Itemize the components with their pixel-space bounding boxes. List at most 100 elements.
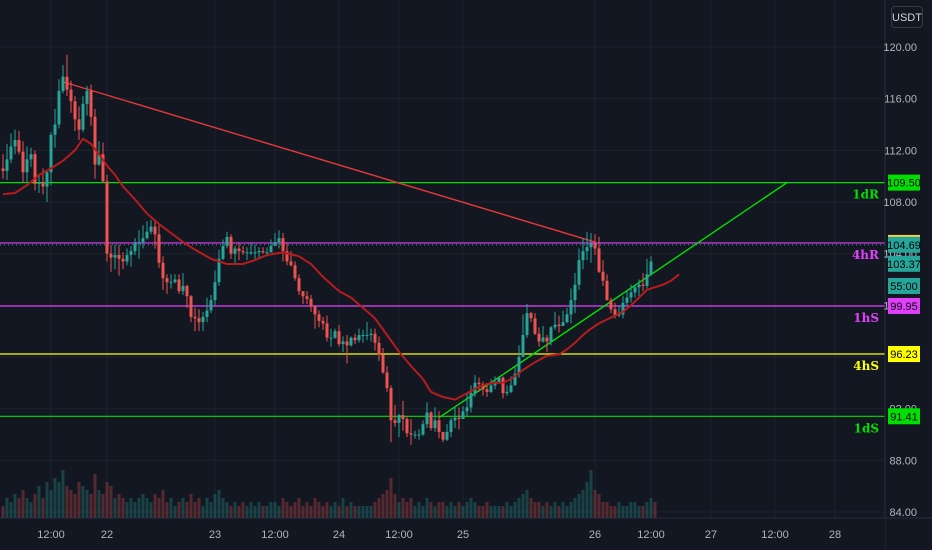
volume-bar: [25, 498, 29, 518]
volume-bar: [129, 498, 133, 518]
candle-body: [273, 242, 277, 246]
volume-bar: [409, 498, 413, 518]
candle-body: [25, 159, 29, 173]
volume-bar: [461, 506, 465, 518]
candle-body: [233, 248, 237, 254]
candle-body: [477, 382, 481, 385]
candle-body: [57, 90, 61, 125]
candle-body: [125, 254, 129, 262]
candle-body: [505, 391, 509, 394]
volume-bar: [293, 502, 297, 518]
volume-bar: [521, 494, 525, 518]
volume-bar: [397, 502, 401, 518]
candle-body: [169, 282, 173, 284]
candle-body: [217, 258, 221, 283]
volume-bar: [245, 506, 249, 518]
candle-body: [185, 285, 189, 297]
volume-bar: [93, 474, 97, 518]
volume-bar: [553, 502, 557, 518]
volume-bar: [509, 506, 513, 518]
candle-body: [357, 335, 361, 341]
candle-body: [341, 341, 345, 345]
candle-body: [297, 278, 301, 292]
candle-body: [221, 245, 225, 259]
volume-bar: [61, 470, 65, 518]
candle-body: [437, 420, 441, 432]
candle-body: [121, 258, 125, 262]
volume-bar: [569, 502, 573, 518]
volume-bar: [445, 506, 449, 518]
candle-body: [461, 411, 465, 419]
volume-bar: [545, 502, 549, 518]
y-tick-label: 112.00: [884, 145, 917, 157]
candle-body: [301, 291, 305, 297]
volume-bar: [193, 502, 197, 518]
candle-body: [365, 335, 369, 337]
volume-bar: [109, 486, 113, 518]
volume-bar: [185, 502, 189, 518]
candle-body: [1, 168, 5, 171]
volume-bar: [537, 502, 541, 518]
candle-body: [213, 282, 217, 301]
volume-bar: [357, 506, 361, 518]
volume-bar: [513, 502, 517, 518]
candle-body: [541, 337, 545, 342]
volume-bar: [497, 506, 501, 518]
volume-bar: [589, 470, 593, 518]
candle-body: [253, 252, 257, 254]
volume-bar: [493, 506, 497, 518]
volume-bar: [289, 506, 293, 518]
price-tag: [888, 255, 920, 272]
volume-bar: [341, 498, 345, 518]
volume-bar: [221, 498, 225, 518]
candle-body: [457, 417, 461, 419]
candle-body: [549, 327, 553, 342]
volume-bar: [313, 498, 317, 518]
volume-bar: [369, 506, 373, 518]
candle-body: [497, 377, 501, 383]
volume-bar: [593, 490, 597, 518]
time-axis[interactable]: [0, 518, 885, 550]
level-tag-value: 109.50: [887, 178, 921, 190]
candle-body: [413, 434, 417, 436]
volume-bar: [229, 506, 233, 518]
volume-bar: [121, 498, 125, 518]
volume-bar: [257, 502, 261, 518]
trendline-1: [62, 81, 596, 243]
candle-body: [241, 251, 245, 253]
candle-body: [345, 341, 349, 346]
y-tick-label: 116.00: [884, 94, 917, 106]
candle-body: [589, 243, 593, 248]
trendline-2: [438, 182, 788, 419]
volume-bar: [105, 482, 109, 518]
candle-body: [289, 261, 293, 266]
candle-body: [525, 313, 529, 336]
volume-bar: [365, 506, 369, 518]
volume-bar: [377, 498, 381, 518]
volume-bar: [597, 494, 601, 518]
x-tick-label: 25: [457, 529, 469, 541]
candle-body: [609, 300, 613, 310]
candle-body: [385, 372, 389, 388]
candle-body: [637, 284, 641, 288]
volume-bar: [117, 494, 121, 518]
volume-bar: [305, 502, 309, 518]
candle-body: [597, 248, 601, 272]
candle-body: [393, 420, 397, 423]
volume-bar: [21, 490, 25, 518]
candle-body: [9, 146, 13, 160]
volume-bar: [457, 502, 461, 518]
volume-bar: [345, 506, 349, 518]
candle-body: [237, 248, 241, 252]
price-axis[interactable]: [885, 0, 932, 550]
y-tick-label: 120.00: [883, 42, 917, 54]
candle-body: [337, 331, 341, 345]
volume-bar: [465, 502, 469, 518]
volume-bar: [309, 506, 313, 518]
candle-body: [173, 279, 177, 283]
candle-body: [601, 271, 605, 281]
candle-body: [629, 292, 633, 298]
volume-bar: [53, 478, 57, 518]
currency-selector-button[interactable]: USDT: [891, 6, 923, 28]
